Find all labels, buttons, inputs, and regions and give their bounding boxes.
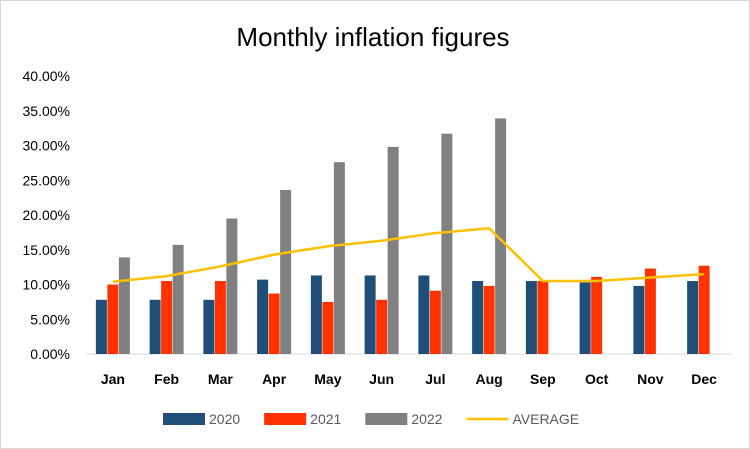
legend: 2020 2021 2022 AVERAGE [163,411,579,427]
x-tick-label-feb: Feb [154,371,179,387]
x-tick-label-may: May [314,371,341,387]
y-tick-label-2: 10.00% [23,277,70,293]
bar-2021-oct [591,276,603,354]
bar-2021-may [322,301,334,354]
y-axis: 0.00% 5.00% 10.00% 15.00% 20.00% 25.00% 30.00%… [23,68,70,362]
bar-2021-jul [429,290,441,354]
bar-2020-jan [95,299,107,354]
y-tick-label-7: 35.00% [23,103,70,119]
x-tick-label-jun: Jun [369,371,394,387]
x-tick-label-nov: Nov [637,371,664,387]
y-tick-label-5: 25.00% [23,172,70,188]
legend-label-2020: 2020 [209,411,240,427]
bar-2020-mar [203,299,215,354]
x-tick-label-sep: Sep [530,371,556,387]
bar-2020-nov [633,285,645,354]
bar-2021-dec [698,265,710,354]
legend-label-average: AVERAGE [512,411,579,427]
bar-2020-feb [149,299,161,354]
bar-2021-sep [537,281,549,354]
chart-title: Monthly inflation figures [236,22,509,52]
bar-2021-feb [161,281,173,354]
bar-2020-apr [257,279,269,354]
bar-2020-sep [525,281,537,354]
y-tick-label-0: 0.00% [30,346,70,362]
bar-2021-apr [268,293,280,354]
y-tick-label-6: 30.00% [23,138,70,154]
bar-2021-jan [107,284,119,354]
bar-2022-jun [387,146,399,354]
bar-2021-aug [483,285,495,354]
line-series-group [112,226,705,283]
bar-2022-feb [172,244,184,354]
legend-label-2021: 2021 [310,411,341,427]
y-tick-label-8: 40.00% [23,68,70,84]
x-tick-label-apr: Apr [262,371,287,387]
x-tick-label-mar: Mar [208,371,233,387]
bar-2021-nov [644,268,656,354]
legend-swatch-2022 [365,413,408,425]
bar-2020-jun [364,275,376,354]
bar-2020-jul [418,275,430,354]
bar-2020-aug [472,281,484,354]
legend-swatch-2020 [163,413,205,425]
bar-2022-aug [495,118,507,355]
bar-2022-apr [280,189,292,354]
bar-2021-mar [214,281,226,354]
x-tick-label-oct: Oct [585,371,609,387]
bar-2020-oct [579,282,591,354]
y-tick-label-3: 15.00% [23,242,70,258]
bar-2022-may [333,162,345,354]
x-tick-label-jan: Jan [101,371,125,387]
y-tick-label-1: 5.00% [30,311,70,327]
x-tick-label-dec: Dec [691,371,717,387]
bar-2022-jul [441,133,453,354]
bar-2021-jun [376,299,388,354]
bar-2020-may [310,275,322,354]
line-average [112,226,705,283]
y-tick-label-4: 20.00% [23,207,70,223]
x-tick-label-jul: Jul [425,371,445,387]
bar-2020-dec [687,281,699,354]
legend-swatch-2021 [264,413,307,425]
legend-label-2022: 2022 [411,411,442,427]
bar-series-group [95,118,710,355]
bar-2022-mar [226,218,238,354]
x-tick-label-aug: Aug [476,371,503,387]
bar-2022-jan [118,257,130,354]
x-axis: Jan Feb Mar Apr May Jun Jul Aug Sep Oct Nov Dec [86,353,731,387]
